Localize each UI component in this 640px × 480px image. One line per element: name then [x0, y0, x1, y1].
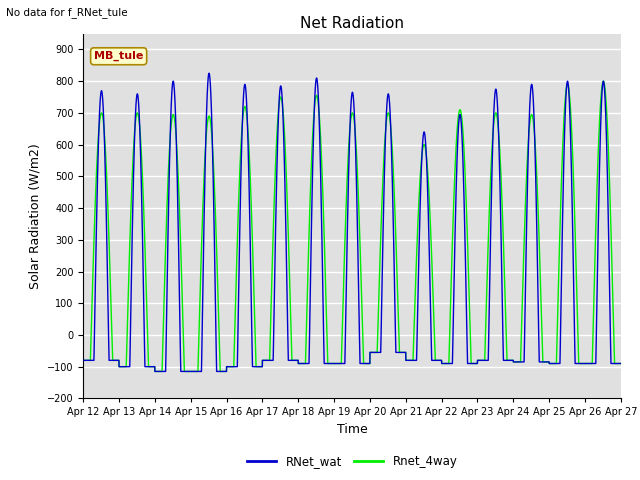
Legend: RNet_wat, Rnet_4way: RNet_wat, Rnet_4way: [242, 450, 462, 473]
Title: Net Radiation: Net Radiation: [300, 16, 404, 31]
Y-axis label: Solar Radiation (W/m2): Solar Radiation (W/m2): [28, 143, 42, 289]
X-axis label: Time: Time: [337, 423, 367, 436]
Text: MB_tule: MB_tule: [94, 51, 143, 61]
Text: No data for f_RNet_tule: No data for f_RNet_tule: [6, 7, 128, 18]
